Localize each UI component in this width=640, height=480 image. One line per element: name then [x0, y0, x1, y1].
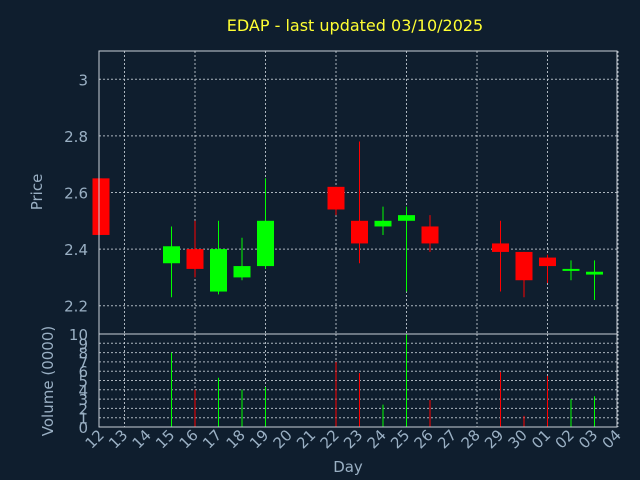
price-grid [99, 51, 619, 334]
x-tick-label: 30 [505, 426, 531, 452]
volume-bars [171, 334, 595, 427]
x-tick-label: 26 [411, 426, 437, 452]
volume-tick-label: 7 [78, 354, 88, 372]
x-tick-labels: 1213141516171819202122232425262728293001… [82, 426, 625, 452]
volume-tick-label: 5 [78, 373, 88, 391]
x-tick-label: 02 [552, 426, 578, 452]
price-tick-label: 3 [78, 71, 88, 89]
price-tick-label: 2.2 [64, 298, 88, 316]
candle-body [374, 220, 392, 227]
x-tick-label: 04 [599, 426, 625, 452]
volume-tick-label: 1 [78, 410, 88, 428]
x-tick-label: 21 [293, 426, 319, 452]
x-tick-label: 13 [105, 426, 131, 452]
volume-axis-label: Volume (0000) [39, 326, 57, 436]
volume-tick-label: 0 [78, 419, 88, 437]
price-tick-labels: 2.2 2.4 2.6 2.8 3 [64, 71, 88, 315]
candle-body [421, 226, 439, 244]
x-tick-label: 24 [364, 426, 390, 452]
candle-body [210, 249, 227, 292]
candle-body [515, 251, 533, 281]
price-tick-label: 2.4 [64, 241, 88, 259]
volume-tick-label: 4 [78, 382, 88, 400]
volume-tick-label: 9 [78, 335, 88, 353]
x-tick-label: 23 [340, 426, 366, 452]
candle-body [351, 220, 368, 244]
volume-frame [98, 333, 618, 428]
volume-tick-label: 8 [78, 345, 88, 363]
candle-body [539, 257, 556, 267]
candle-body [92, 178, 110, 235]
volume-tick-label: 10 [69, 326, 88, 344]
volume-tick-label: 3 [78, 391, 88, 409]
x-tick-label: 29 [481, 426, 507, 452]
candle-body [186, 249, 204, 269]
x-tick-label: 15 [152, 426, 178, 452]
candle-body [398, 215, 415, 221]
x-tick-label: 01 [528, 426, 554, 452]
chart-title: EDAP - last updated 03/10/2025 [227, 16, 483, 35]
x-tick-label: 16 [176, 426, 202, 452]
x-tick-label: 25 [387, 426, 413, 452]
volume-tick-label: 6 [78, 363, 88, 381]
x-tick-label: 22 [317, 426, 343, 452]
x-tick-label: 17 [199, 426, 225, 452]
candle-body [233, 266, 251, 278]
candle-body [586, 271, 603, 275]
x-tick-label: 19 [246, 426, 272, 452]
x-tick-label: 28 [458, 426, 484, 452]
candles [92, 141, 603, 301]
x-tick-label: 03 [575, 426, 601, 452]
candle-body [257, 220, 274, 267]
price-tick-label: 2.6 [64, 185, 88, 203]
price-axis-label: Price [28, 174, 46, 211]
volume-tick-label: 2 [78, 400, 88, 418]
x-tick-label: 14 [129, 426, 155, 452]
candle-body [327, 186, 345, 210]
x-tick-label: 27 [434, 426, 460, 452]
candle-body [562, 268, 580, 271]
x-tick-label: 20 [270, 426, 296, 452]
candle-body [492, 243, 509, 252]
x-tick-label: 18 [223, 426, 249, 452]
x-axis-label: Day [333, 458, 363, 476]
candle-body [163, 246, 180, 264]
price-tick-label: 2.8 [64, 128, 88, 146]
volume-grid [99, 333, 619, 428]
